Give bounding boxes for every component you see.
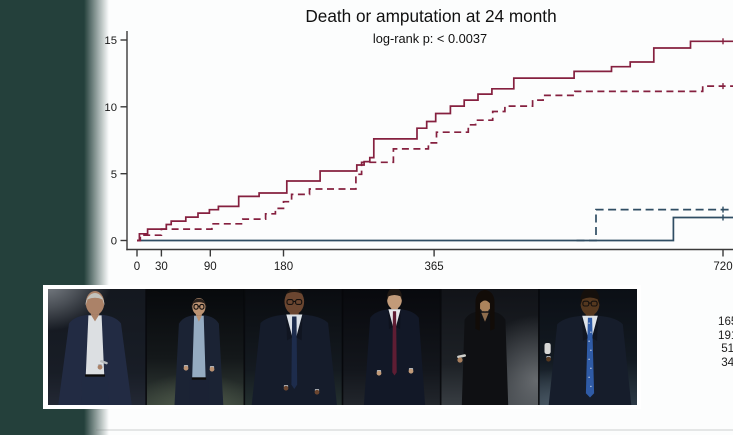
svg-text:Death or amputation at 24 mont: Death or amputation at 24 month — [305, 6, 556, 26]
svg-text:0: 0 — [111, 236, 117, 248]
svg-text:90: 90 — [204, 261, 217, 273]
svg-text:5: 5 — [111, 169, 117, 181]
svg-text:10: 10 — [104, 102, 117, 114]
svg-text:365: 365 — [425, 261, 444, 273]
svg-text:0: 0 — [134, 261, 140, 273]
svg-text:180: 180 — [274, 261, 293, 273]
svg-text:720: 720 — [713, 261, 732, 273]
svg-text:log-rank p: < 0.0037: log-rank p: < 0.0037 — [373, 31, 487, 46]
svg-text:15: 15 — [104, 35, 117, 47]
svg-text:30: 30 — [155, 261, 168, 273]
